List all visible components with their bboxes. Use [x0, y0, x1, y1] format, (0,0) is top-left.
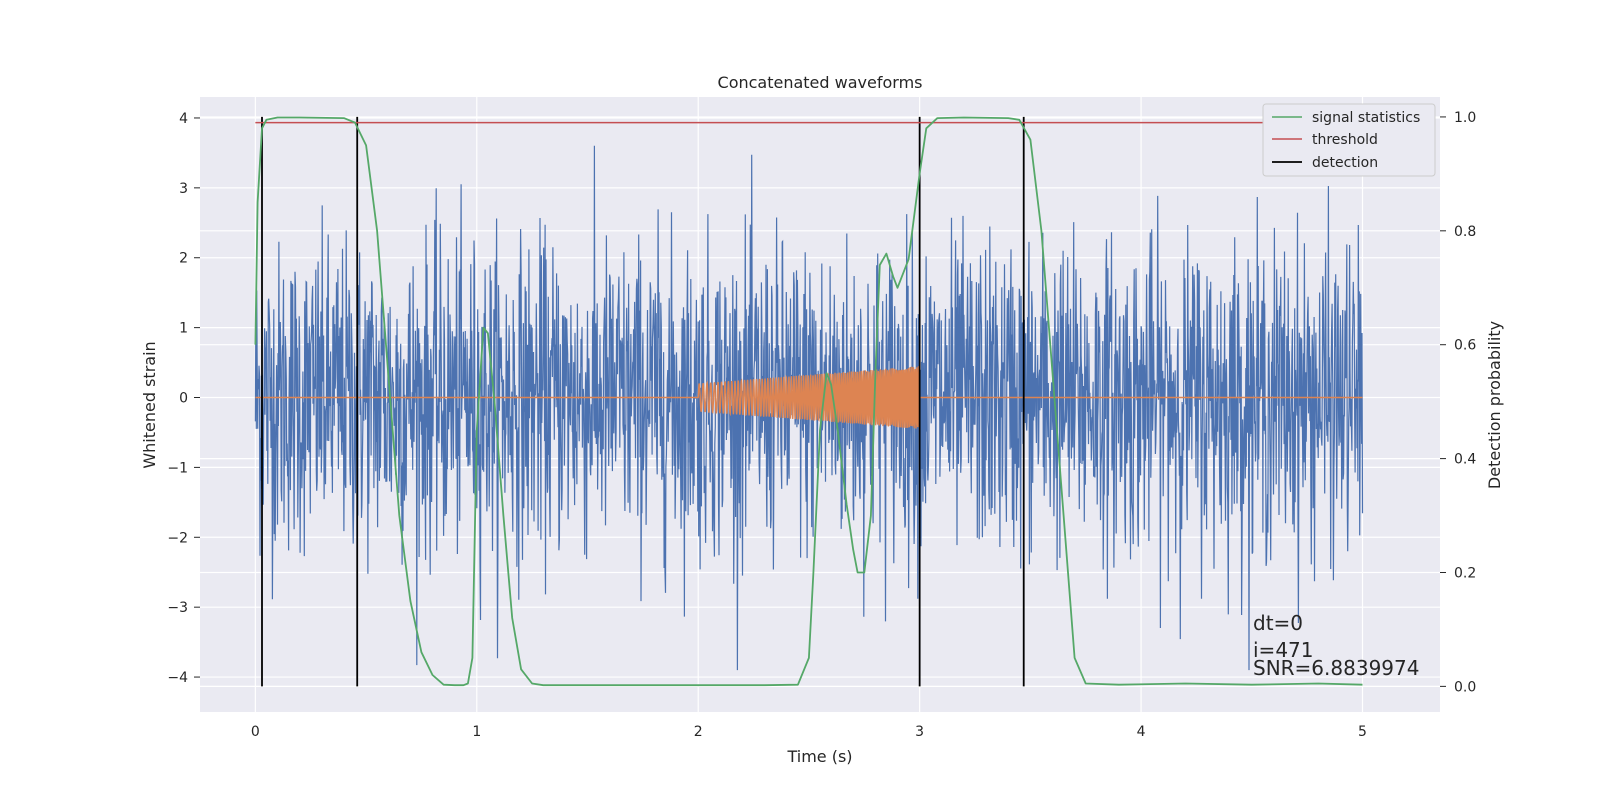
x-tick-label: 5	[1358, 724, 1367, 740]
y-tick-label: −2	[167, 530, 188, 546]
y-tick-label: 1	[179, 321, 188, 337]
x-tick-label: 4	[1137, 724, 1146, 740]
annotation-i: i=471	[1253, 638, 1314, 662]
y2-axis-label: Detection probability	[1485, 321, 1504, 489]
y2-tick-label: 1.0	[1454, 110, 1476, 126]
y-tick-label: 2	[179, 251, 188, 267]
x-tick-label: 3	[915, 724, 924, 740]
legend-box	[1262, 103, 1436, 177]
x-tick-labels: 0 1 2 3 4 5	[251, 724, 1367, 740]
x-tick-label: 0	[251, 724, 260, 740]
y2-tick-label: 0.0	[1454, 679, 1476, 695]
y-tick-label: 0	[179, 391, 188, 407]
y-tick-label: −4	[167, 670, 188, 686]
y-tick-label: 3	[179, 181, 188, 197]
legend: signal statistics threshold detection	[1262, 103, 1436, 177]
y2-tick-label: 0.2	[1454, 565, 1476, 581]
y-tick-labels: 4 3 2 1 0 −1 −2 −3 −4	[167, 111, 200, 686]
series-layer	[254, 116, 1364, 687]
y2-tick-label: 0.4	[1454, 452, 1476, 468]
legend-label-signal-statistics: signal statistics	[1312, 110, 1420, 126]
y2-tick-label: 0.8	[1454, 224, 1476, 240]
y-tick-label: −1	[167, 460, 188, 476]
annotation-dt: dt=0	[1253, 611, 1303, 635]
y2-tick-labels: 1.0 0.8 0.6 0.4 0.2 0.0	[1440, 110, 1476, 695]
y-tick-label: −3	[167, 600, 188, 616]
series-signal-statistics	[254, 116, 1363, 687]
x-tick-label: 1	[472, 724, 481, 740]
legend-label-threshold: threshold	[1312, 132, 1378, 148]
annotation-snr: SNR=6.8839974	[1253, 656, 1419, 680]
y2-tick-label: 0.6	[1454, 338, 1476, 354]
legend-label-detection: detection	[1312, 155, 1378, 171]
x-tick-label: 2	[694, 724, 703, 740]
series-whitened-strain-noise	[254, 145, 1364, 671]
y-axis-label: Whitened strain	[140, 341, 159, 468]
chart-title: Concatenated waveforms	[718, 73, 923, 92]
annotation-block: dt=0 i=471 SNR=6.8839974	[1253, 611, 1419, 680]
y-tick-label: 4	[179, 111, 188, 127]
x-axis-label: Time (s)	[786, 747, 852, 766]
series-chirp-waveform	[255, 366, 1363, 429]
